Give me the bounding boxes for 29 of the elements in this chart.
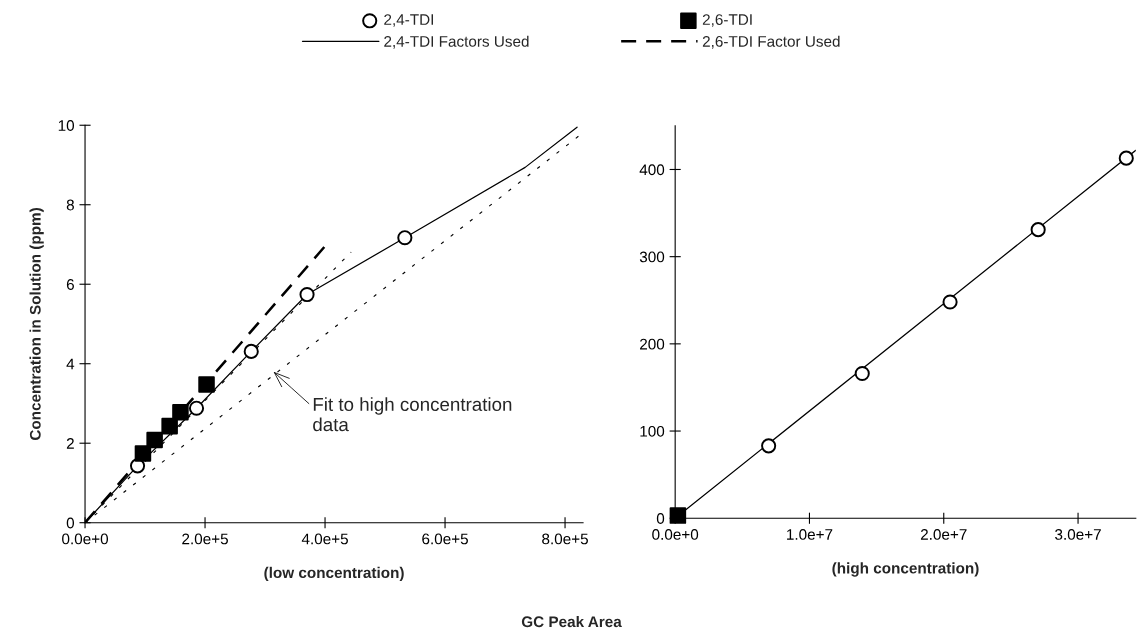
x-tick-label: 0.0e+0 [652,529,699,540]
text: GC Peak Area [521,615,622,628]
y-tick-label: 100 [640,425,665,437]
y-tick-label: 4 [66,358,75,370]
x-axis-title: (low concentration) [264,566,404,582]
y-tick-label: 0 [656,513,665,524]
annotation: Fit to high concentration data [313,397,512,432]
y-tick-label: 0 [66,517,75,529]
legend-label: 2,4-TDI [384,14,433,27]
x-tick-label: 2.0e+5 [182,533,228,545]
x-tick-label: 3.0e+7 [1055,529,1101,540]
y-tick-label: 200 [640,338,665,350]
y-axis-title: Concentration in Solution (ppm) [29,208,44,441]
y-tick-label: 6 [66,279,74,290]
x-tick-label: 1.0e+7 [787,529,833,540]
legend-label: 2,6-TDI Factor Used [702,35,840,49]
x-tick-label: 8.0e+5 [542,533,588,545]
legend-label: 2,6-TDI [702,14,752,27]
x-axis-title: (high concentration) [832,562,979,577]
y-tick-label: 300 [639,251,665,263]
x-tick-label: 2.0e+7 [920,529,967,540]
y-tick-label: 10 [58,120,75,131]
y-tick-label: 8 [66,199,74,211]
x-tick-label: 4.0e+5 [301,533,348,545]
y-tick-label: 400 [639,164,665,176]
y-tick-label: 2 [66,438,74,449]
legend-label: 2,4-TDI Factors Used [384,35,529,49]
x-tick-label: 6.0e+5 [422,533,468,545]
x-tick-label: 0.0e+0 [62,533,109,545]
